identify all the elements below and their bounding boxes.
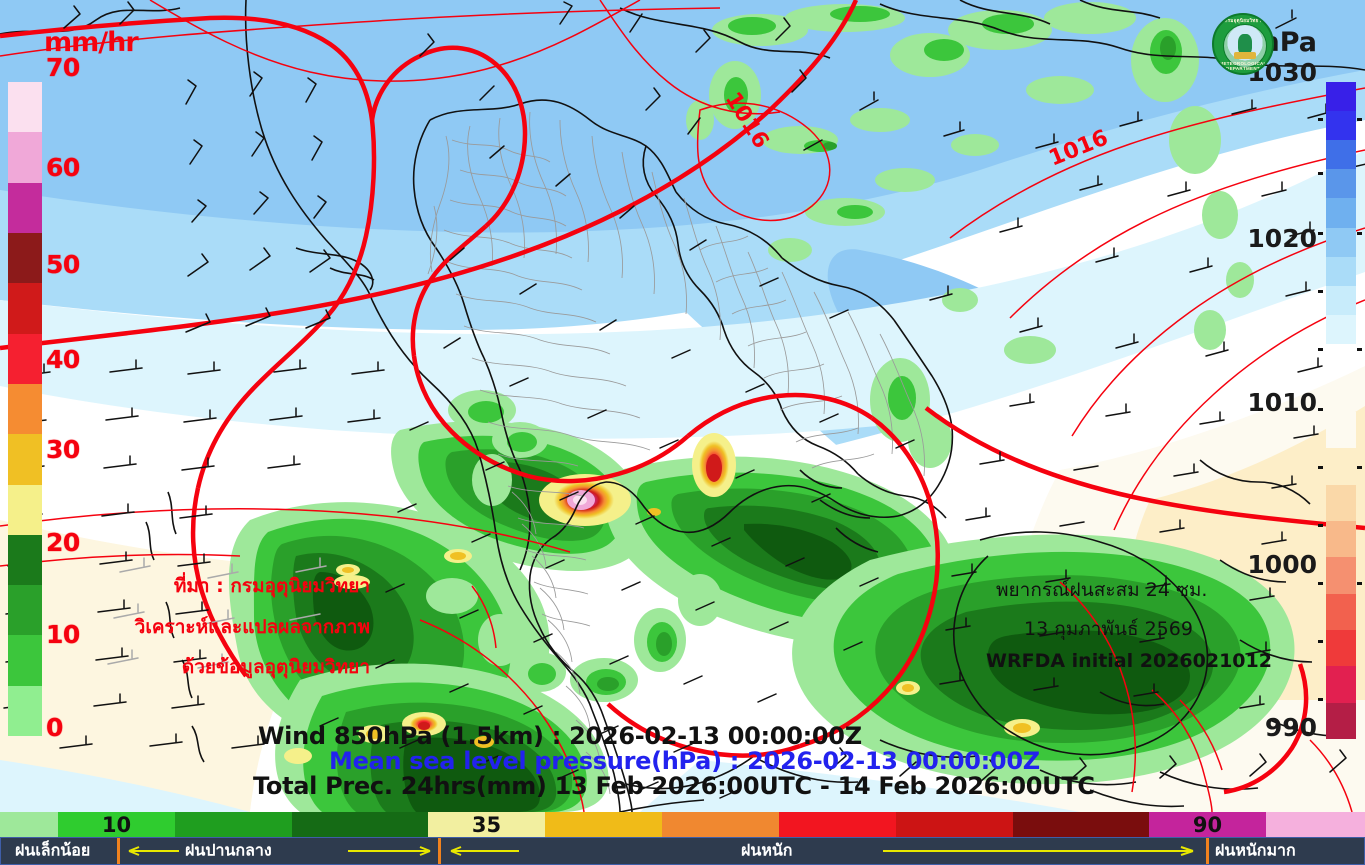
legend-divider: [117, 838, 120, 864]
pressure-colorbar-low[interactable]: [1326, 412, 1356, 739]
pressure-tick-1020: 1020: [1247, 224, 1317, 253]
forecast-line-1: พยากรณ์ฝนสะสม 24 ซม.: [996, 579, 1208, 601]
precip-tick-50: 50: [46, 250, 80, 279]
source-line-1: ที่มา : กรมอุตุนิยมวิทยา: [173, 575, 370, 597]
legend-tick-35: 35: [471, 812, 502, 837]
precip-units-label: mm/hr: [44, 27, 139, 58]
precip-tick-30: 30: [46, 435, 80, 464]
precip-swatch: [8, 232, 42, 284]
rain-intensity-legend: 10 35 90 ฝนเล็กน้อย ฝนปานกลาง ฝนหนัก: [0, 812, 1365, 865]
precip-tick-40: 40: [46, 345, 80, 374]
logo-ring-text-bottom: METEOROLOGICAL DEPARTMENT: [1219, 61, 1267, 71]
pressure-tick-1010: 1010: [1247, 388, 1317, 417]
map-canvas[interactable]: mm/hr 70 60 50 40 30 20 10 0 hPa: [0, 0, 1365, 812]
precipitation-field: [228, 2, 1295, 812]
legend-segment: 35: [428, 812, 545, 837]
legend-arrow-right-moderate: [348, 846, 431, 856]
precip-colorbar[interactable]: [8, 82, 42, 737]
title-mean-sea-level-pressure: Mean sea level pressure(hPa) : 2026-02-1…: [329, 747, 1040, 775]
tick-marks-layer: [1318, 118, 1362, 701]
logo-ring-text-top: กรมอุตุนิยมวิทยา: [1224, 18, 1262, 23]
logo-base: [1234, 52, 1256, 59]
precip-swatch: [8, 635, 42, 686]
pressure-swatch: [1326, 256, 1356, 286]
logo-inner-disc: [1223, 24, 1267, 68]
precip-swatch: [8, 182, 42, 233]
source-line-2: วิเคราะห์และแปลผลจากภาพ: [134, 616, 370, 638]
legend-arrow-left-moderate: [128, 846, 179, 856]
forecast-line-2: 13 กุมภาพันธ์ 2569: [1024, 618, 1193, 640]
pressure-swatch: [1326, 593, 1356, 630]
pressure-swatch: [1326, 629, 1356, 667]
pressure-swatch: [1326, 169, 1356, 199]
legend-arrow-right-heavy: [883, 846, 1194, 856]
legend-tick-90: 90: [1192, 812, 1223, 837]
precip-swatch: [8, 434, 42, 485]
precip-swatch: [8, 82, 42, 133]
pressure-swatch: [1326, 484, 1356, 521]
forecast-line-3: WRFDA initial 2026021012: [986, 650, 1272, 672]
precip-swatch: [8, 132, 42, 183]
pressure-swatch: [1326, 111, 1356, 141]
precip-swatch: [8, 283, 42, 334]
pressure-swatch: [1326, 557, 1356, 594]
pressure-swatch: [1326, 412, 1356, 449]
pressure-swatch: [1326, 198, 1356, 228]
legend-color-bar[interactable]: 10 35 90: [0, 812, 1365, 837]
pressure-colorbar-high[interactable]: [1326, 82, 1356, 344]
isobar-layer: [0, 0, 1365, 812]
pressure-swatch: [1326, 520, 1356, 558]
title-wind-850hpa: Wind 850hPa (1.5km) : 2026-02-13 00:00:0…: [258, 722, 862, 750]
legend-segment: [1013, 812, 1149, 837]
pressure-swatch: [1326, 140, 1356, 170]
province-boundaries: [427, 111, 925, 795]
legend-divider: [438, 838, 441, 864]
legend-segment: [662, 812, 779, 837]
legend-segment: [0, 812, 58, 837]
logo-deity-figure: [1238, 33, 1252, 54]
legend-segment: [896, 812, 1013, 837]
precip-swatch: [8, 534, 42, 586]
pressure-swatch: [1326, 314, 1356, 344]
precip-swatch: [8, 484, 42, 535]
legend-tick-10: 10: [101, 812, 132, 837]
legend-category-light-rain: ฝนเล็กน้อย: [15, 842, 91, 860]
title-total-precipitation: Total Prec. 24hrs(mm) 13 Feb 2026:00UTC …: [253, 772, 1095, 800]
precip-tick-60: 60: [46, 153, 80, 182]
pressure-swatch: [1326, 82, 1356, 112]
pressure-tick-1000: 1000: [1247, 550, 1317, 579]
legend-divider: [1206, 838, 1209, 864]
legend-segment: 10: [58, 812, 175, 837]
legend-segment: [545, 812, 662, 837]
legend-segment: [292, 812, 428, 837]
pressure-swatch: [1326, 227, 1356, 257]
legend-segment: [1266, 812, 1365, 837]
legend-segment: [779, 812, 896, 837]
precip-swatch: [8, 383, 42, 435]
pressure-tick-990: 990: [1264, 713, 1317, 742]
legend-category-moderate-rain: ฝนปานกลาง: [185, 842, 272, 860]
legend-category-heavy-rain: ฝนหนัก: [741, 842, 793, 860]
precip-swatch: [8, 685, 42, 737]
precip-tick-10: 10: [46, 620, 80, 649]
precip-tick-0: 0: [46, 713, 63, 742]
precip-tick-20: 20: [46, 528, 80, 557]
map-svg: [0, 0, 1365, 812]
pressure-swatch: [1326, 702, 1356, 739]
tmd-logo[interactable]: กรมอุตุนิยมวิทยา METEOROLOGICAL DEPARTME…: [1212, 13, 1274, 75]
pressure-swatch: [1326, 666, 1356, 703]
source-line-3: ด้วยข้อมูลอุตุนิยมวิทยา: [181, 656, 370, 678]
pressure-swatch: [1326, 448, 1356, 485]
legend-segment: [175, 812, 292, 837]
pressure-swatch: [1326, 285, 1356, 315]
precip-swatch: [8, 585, 42, 636]
coastline-layer: [0, 0, 1365, 812]
legend-category-very-heavy-rain: ฝนหนักมาก: [1215, 842, 1296, 860]
precip-swatch: [8, 333, 42, 384]
precip-tick-70: 70: [46, 53, 80, 82]
legend-category-bar: ฝนเล็กน้อย ฝนปานกลาง ฝนหนัก ฝนหนักมาก: [0, 837, 1365, 865]
legend-arrow-left-heavy: [450, 846, 519, 856]
legend-segment: 90: [1149, 812, 1266, 837]
